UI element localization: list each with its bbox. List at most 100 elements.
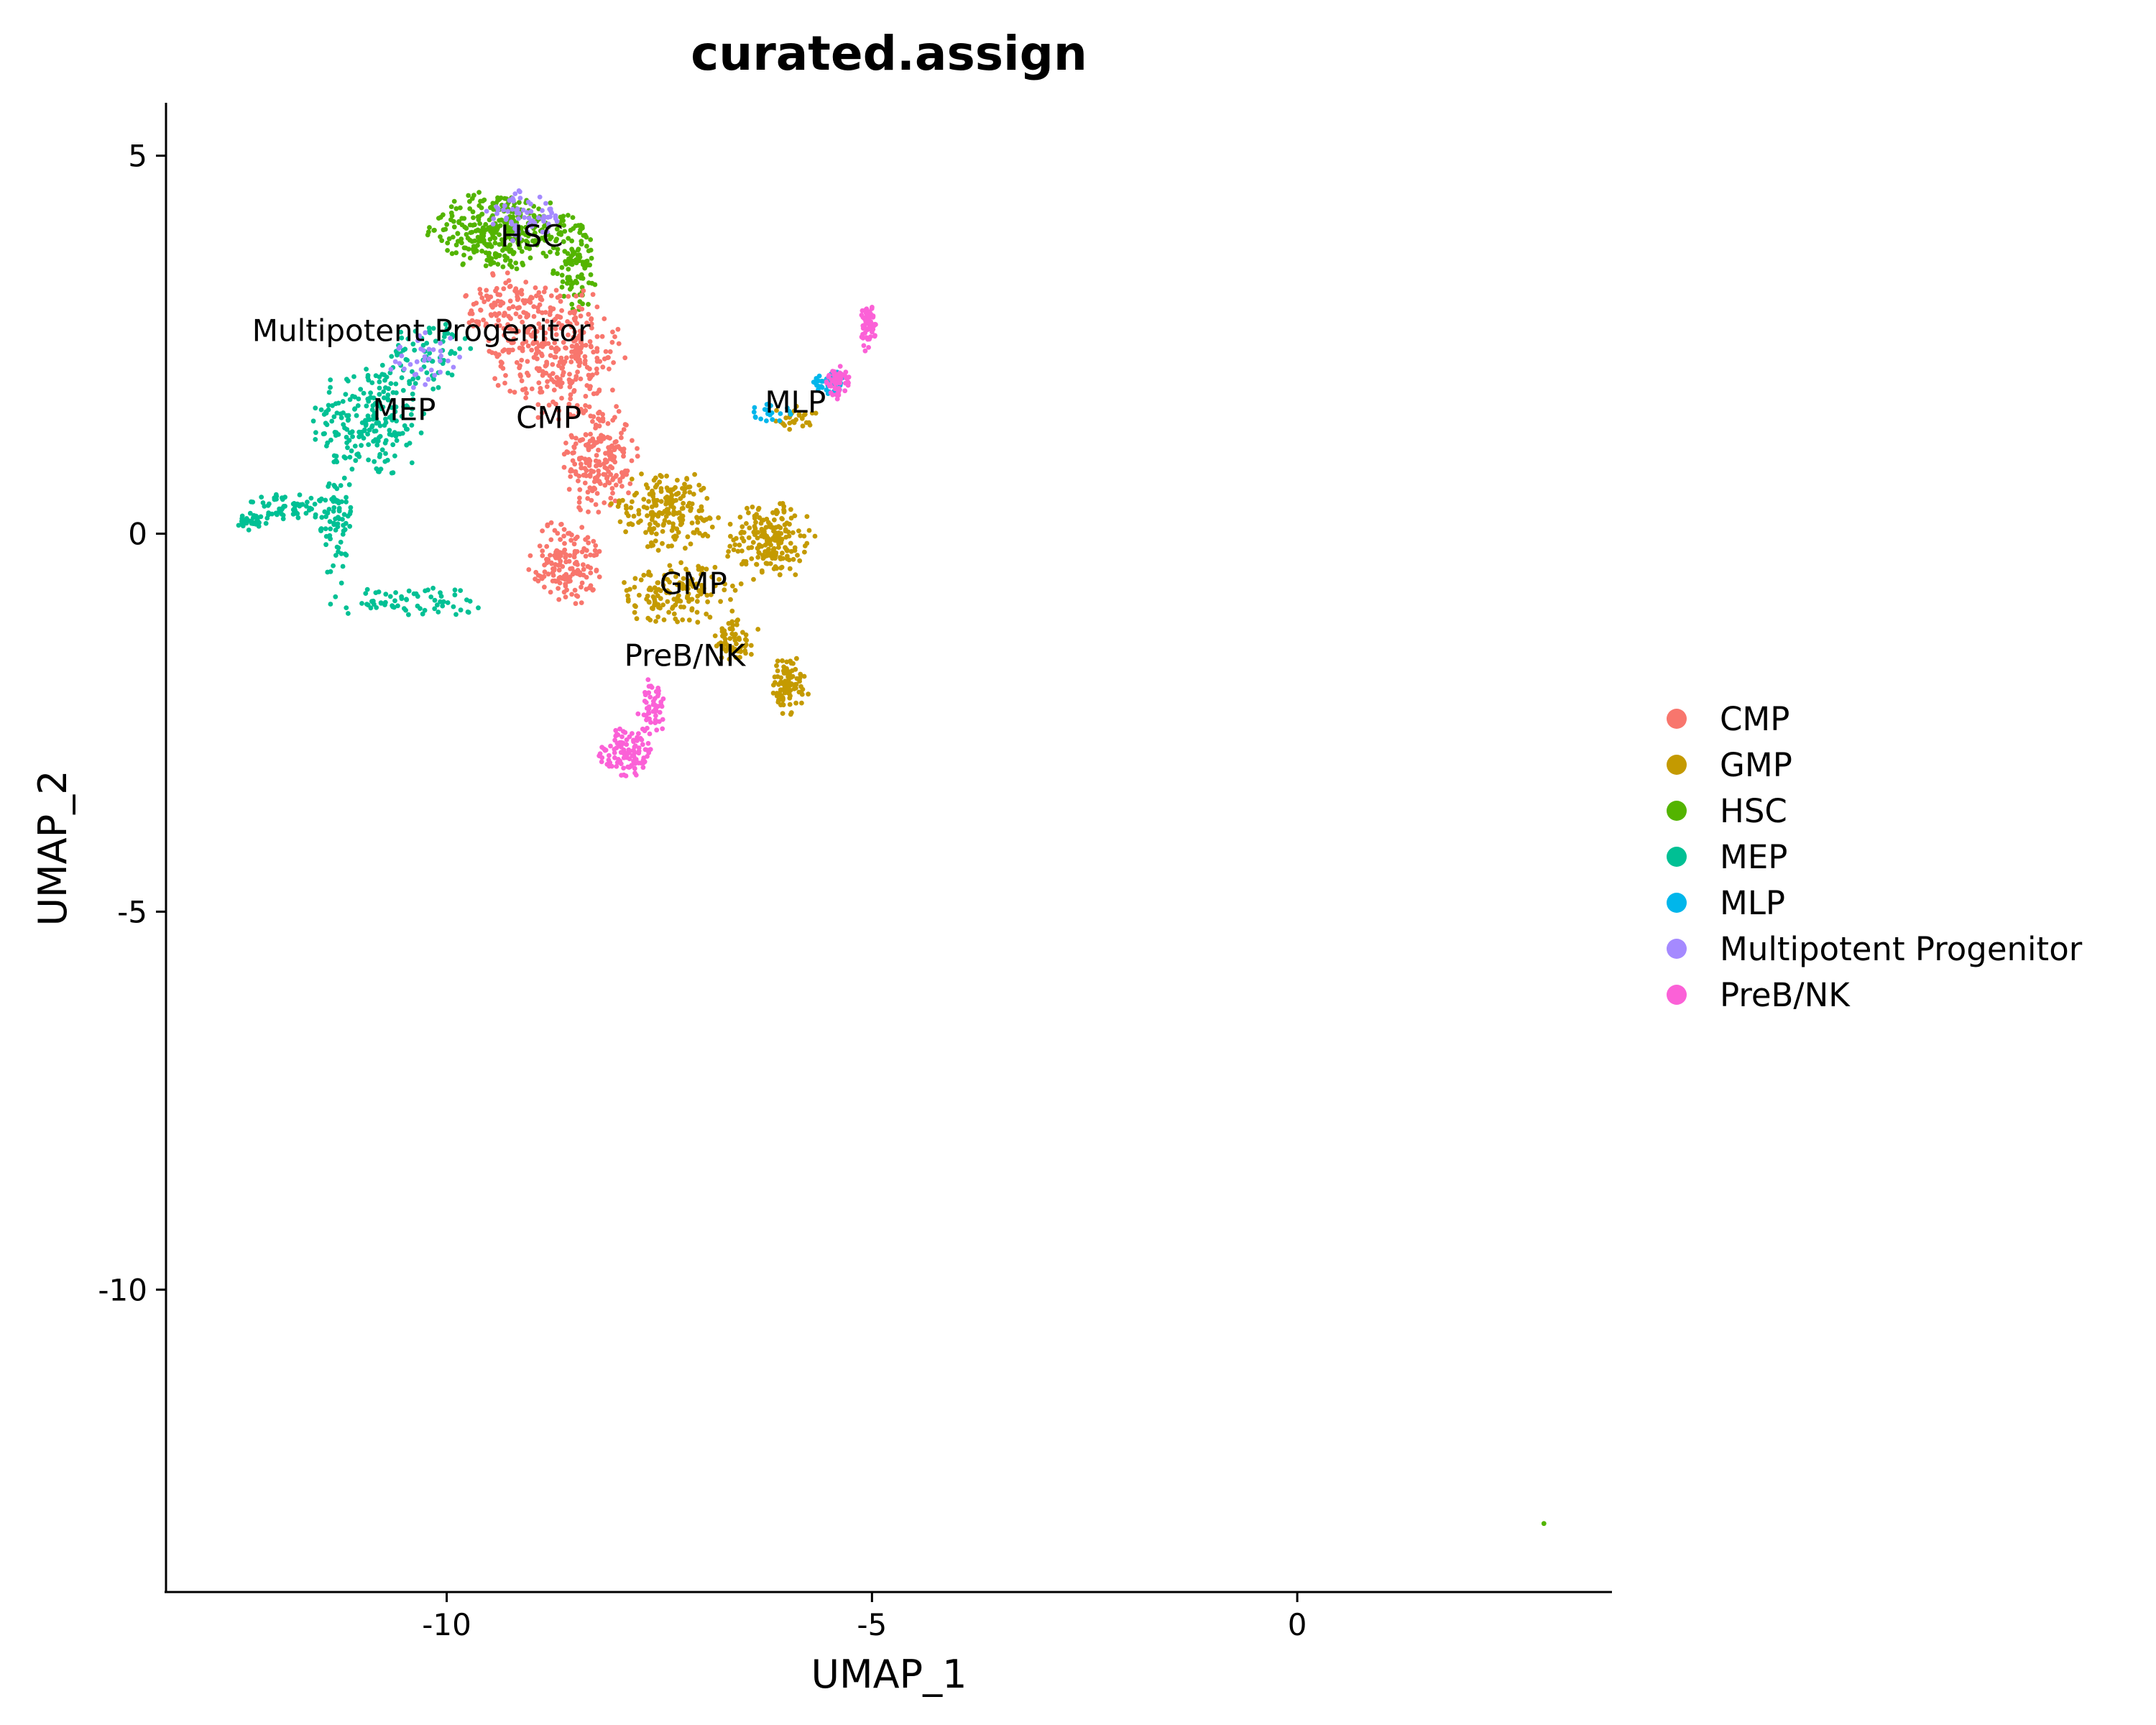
scatter-point xyxy=(528,332,534,338)
scatter-point xyxy=(338,551,344,556)
scatter-point xyxy=(591,438,596,444)
scatter-point xyxy=(346,611,351,616)
scatter-point xyxy=(336,505,342,511)
scatter-point xyxy=(567,287,573,292)
scatter-point xyxy=(566,401,572,407)
scatter-point xyxy=(740,548,745,553)
scatter-point xyxy=(597,359,603,364)
scatter-point xyxy=(359,429,364,435)
scatter-point xyxy=(617,498,622,504)
scatter-point xyxy=(462,224,467,230)
scatter-point xyxy=(614,740,620,746)
scatter-point xyxy=(619,435,624,441)
scatter-point xyxy=(334,410,340,415)
scatter-point xyxy=(666,510,672,516)
scatter-point xyxy=(332,484,338,489)
scatter-point xyxy=(780,551,785,556)
scatter-point xyxy=(497,253,502,258)
scatter-point xyxy=(405,405,410,410)
scatter-point xyxy=(845,382,851,388)
scatter-point xyxy=(399,375,405,380)
scatter-point xyxy=(251,515,256,520)
scatter-point xyxy=(472,238,477,244)
scatter-point xyxy=(778,679,783,685)
scatter-point xyxy=(589,255,594,261)
scatter-point xyxy=(665,599,671,604)
scatter-point xyxy=(804,514,810,519)
scatter-point xyxy=(592,548,598,553)
scatter-point xyxy=(814,376,819,381)
scatter-point xyxy=(382,423,387,428)
scatter-point xyxy=(359,420,365,426)
scatter-point xyxy=(743,650,748,656)
scatter-point xyxy=(571,541,577,547)
scatter-point xyxy=(650,709,656,714)
scatter-point xyxy=(631,748,637,754)
scatter-point xyxy=(448,210,454,216)
scatter-point xyxy=(525,210,530,216)
scatter-point xyxy=(343,551,348,557)
scatter-point xyxy=(331,414,337,420)
scatter-point xyxy=(523,225,528,230)
scatter-point xyxy=(591,479,597,484)
scatter-point xyxy=(610,418,616,423)
scatter-point xyxy=(660,523,666,528)
scatter-point xyxy=(787,702,793,707)
scatter-point xyxy=(462,336,468,341)
scatter-point xyxy=(641,755,647,760)
scatter-point xyxy=(425,232,430,238)
scatter-point xyxy=(644,706,650,711)
scatter-point xyxy=(365,431,370,437)
scatter-point xyxy=(398,329,404,335)
scatter-point xyxy=(750,540,756,545)
scatter-point xyxy=(510,347,515,353)
scatter-point xyxy=(389,405,395,410)
scatter-point xyxy=(673,534,679,539)
scatter-point xyxy=(594,567,599,573)
scatter-point xyxy=(534,340,540,345)
scatter-point xyxy=(373,428,379,433)
scatter-point xyxy=(460,262,466,267)
scatter-point xyxy=(534,366,540,372)
scatter-point xyxy=(553,555,558,561)
scatter-point xyxy=(432,606,438,612)
scatter-point xyxy=(514,360,520,365)
scatter-point xyxy=(668,568,674,574)
scatter-point xyxy=(802,549,807,555)
scatter-point xyxy=(559,380,565,386)
scatter-point xyxy=(548,589,553,595)
scatter-point xyxy=(451,604,456,610)
x-axis-label: UMAP_1 xyxy=(811,1652,967,1697)
scatter-point xyxy=(548,560,554,566)
scatter-point xyxy=(559,218,565,224)
scatter-point xyxy=(709,592,714,597)
scatter-point xyxy=(737,637,742,643)
scatter-point xyxy=(624,510,630,516)
scatter-point xyxy=(584,468,589,474)
scatter-point xyxy=(338,483,344,488)
scatter-point xyxy=(572,329,578,335)
scatter-point xyxy=(566,267,571,272)
scatter-point xyxy=(584,364,590,370)
scatter-point xyxy=(563,355,569,361)
scatter-point xyxy=(352,407,357,412)
scatter-point xyxy=(645,740,651,746)
scatter-point xyxy=(328,602,333,607)
scatter-point xyxy=(571,450,576,456)
scatter-point xyxy=(653,531,659,537)
scatter-point xyxy=(548,234,554,240)
scatter-point xyxy=(781,508,787,514)
scatter-point xyxy=(343,392,349,397)
scatter-point xyxy=(676,593,681,598)
scatter-point xyxy=(563,552,568,557)
scatter-point xyxy=(340,399,346,404)
scatter-point xyxy=(482,241,487,246)
scatter-point xyxy=(640,742,645,748)
scatter-point xyxy=(696,508,702,514)
scatter-point xyxy=(494,211,499,216)
scatter-point xyxy=(701,485,706,491)
scatter-point xyxy=(556,575,562,581)
scatter-point xyxy=(607,349,613,354)
scatter-point xyxy=(376,469,381,474)
scatter-point xyxy=(789,668,795,673)
